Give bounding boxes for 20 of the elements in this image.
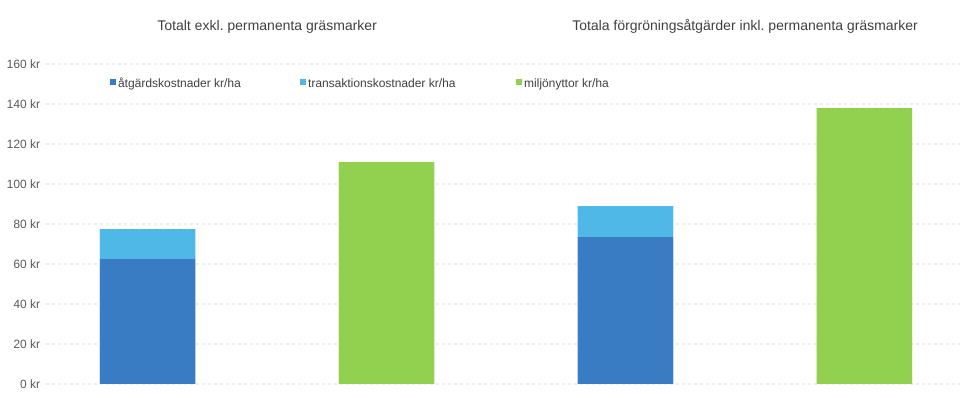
bar bbox=[578, 237, 674, 384]
bar bbox=[100, 229, 196, 259]
text: Totala förgröningsåtgärder inkl. permanenta gräsmarker bbox=[572, 17, 918, 33]
bar bbox=[578, 206, 674, 237]
y-tick-label: 120 kr bbox=[6, 137, 40, 152]
y-tick-label: 60 kr bbox=[13, 257, 40, 272]
y-tick-label: 20 kr bbox=[13, 337, 40, 352]
legend-label: transaktionskostnader kr/ha bbox=[308, 76, 456, 90]
y-tick-label: 80 kr bbox=[13, 217, 40, 232]
bar bbox=[100, 259, 196, 384]
bar bbox=[338, 162, 434, 384]
legend-label: miljönyttor kr/ha bbox=[524, 76, 610, 90]
bar bbox=[816, 108, 912, 384]
y-tick-label: 0 kr bbox=[20, 377, 40, 392]
y-tick-label: 160 kr bbox=[6, 57, 40, 72]
legend-label: åtgärdskostnader kr/ha bbox=[118, 76, 242, 90]
text: Totalt exkl. permanenta gräsmarker bbox=[157, 17, 378, 33]
y-tick-label: 40 kr bbox=[13, 297, 40, 312]
y-tick-label: 100 kr bbox=[6, 177, 40, 192]
y-tick-label: 140 kr bbox=[6, 97, 40, 112]
